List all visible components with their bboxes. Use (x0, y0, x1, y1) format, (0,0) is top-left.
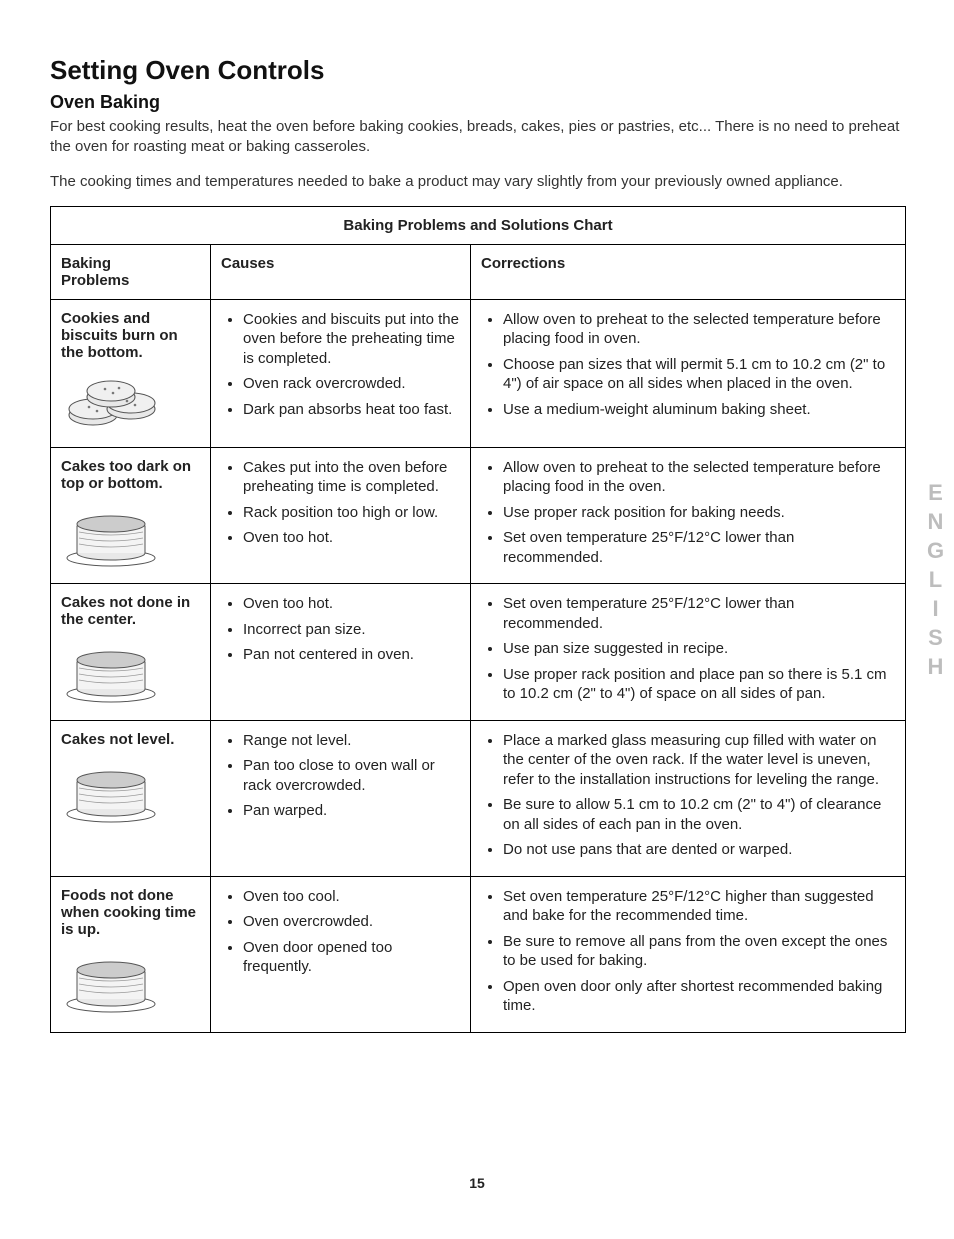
problem-label: Cookies and biscuits burn on the bottom. (61, 310, 200, 361)
list-item: Range not level. (243, 731, 460, 751)
list-item: Use a medium-weight aluminum baking shee… (503, 400, 895, 420)
causes-cell: Range not level. Pan too close to oven wa… (211, 720, 471, 876)
list-item: Rack position too high or low. (243, 503, 460, 523)
list-item: Use proper rack position for baking need… (503, 503, 895, 523)
table-row: Cakes too dark on top or bottom. Cakes pu… (51, 447, 906, 584)
list-item: Oven too cool. (243, 887, 460, 907)
corrections-cell: Allow oven to preheat to the selected te… (471, 447, 906, 584)
cookies-icon (61, 367, 171, 437)
cake-icon (61, 754, 161, 824)
problem-label: Cakes too dark on top or bottom. (61, 458, 200, 492)
list-item: Oven overcrowded. (243, 912, 460, 932)
corrections-cell: Place a marked glass measuring cup fille… (471, 720, 906, 876)
language-label: ENGLISH (922, 480, 948, 683)
list-item: Open oven door only after shortest recom… (503, 977, 895, 1016)
intro-paragraph-2: The cooking times and temperatures neede… (50, 172, 906, 192)
list-item: Allow oven to preheat to the selected te… (503, 458, 895, 497)
list-item: Set oven temperature 25°F/12°C higher th… (503, 887, 895, 926)
table-row: Foods not done when cooking time is up.O… (51, 876, 906, 1032)
table-row: Cookies and biscuits burn on the bottom.… (51, 299, 906, 447)
problem-label: Cakes not level. (61, 731, 200, 748)
col-header-causes: Causes (211, 244, 471, 299)
intro-paragraph-1: For best cooking results, heat the oven … (50, 117, 906, 158)
problem-cell: Cookies and biscuits burn on the bottom. (51, 299, 211, 447)
page-number: 15 (0, 1175, 954, 1191)
list-item: Be sure to remove all pans from the oven… (503, 932, 895, 971)
list-item: Allow oven to preheat to the selected te… (503, 310, 895, 349)
list-item: Oven too hot. (243, 594, 460, 614)
cake-icon (61, 634, 161, 704)
corrections-cell: Set oven temperature 25°F/12°C lower tha… (471, 584, 906, 721)
baking-chart: Baking Problems and Solutions Chart Baki… (50, 206, 906, 1033)
causes-cell: Oven too hot. Incorrect pan size. Pan not … (211, 584, 471, 721)
table-row: Cakes not level. Range not level. Pan too … (51, 720, 906, 876)
problem-cell: Cakes not level. (51, 720, 211, 876)
cake-icon (61, 498, 161, 568)
list-item: Choose pan sizes that will permit 5.1 cm… (503, 355, 895, 394)
problem-cell: Cakes too dark on top or bottom. (51, 447, 211, 584)
cake-icon (61, 944, 161, 1014)
list-item: Set oven temperature 25°F/12°C lower tha… (503, 594, 895, 633)
list-item: Set oven temperature 25°F/12°C lower tha… (503, 528, 895, 567)
list-item: Do not use pans that are dented or warpe… (503, 840, 895, 860)
list-item: Pan too close to oven wall or rack overc… (243, 756, 460, 795)
problem-cell: Foods not done when cooking time is up. (51, 876, 211, 1032)
list-item: Incorrect pan size. (243, 620, 460, 640)
list-item: Oven too hot. (243, 528, 460, 548)
col-header-problems: Baking Problems (51, 244, 211, 299)
list-item: Pan not centered in oven. (243, 645, 460, 665)
problem-label: Cakes not done in the center. (61, 594, 200, 628)
causes-cell: Oven too cool. Oven overcrowded. Oven door… (211, 876, 471, 1032)
table-row: Cakes not done in the center. Oven too ho… (51, 584, 906, 721)
corrections-cell: Allow oven to preheat to the selected te… (471, 299, 906, 447)
problem-cell: Cakes not done in the center. (51, 584, 211, 721)
causes-cell: Cakes put into the oven before preheatin… (211, 447, 471, 584)
list-item: Be sure to allow 5.1 cm to 10.2 cm (2" t… (503, 795, 895, 834)
page-title: Setting Oven Controls (50, 55, 906, 86)
causes-cell: Cookies and biscuits put into the oven b… (211, 299, 471, 447)
chart-title: Baking Problems and Solutions Chart (51, 206, 906, 244)
list-item: Pan warped. (243, 801, 460, 821)
list-item: Oven door opened too frequently. (243, 938, 460, 977)
list-item: Dark pan absorbs heat too fast. (243, 400, 460, 420)
list-item: Cakes put into the oven before preheatin… (243, 458, 460, 497)
corrections-cell: Set oven temperature 25°F/12°C higher th… (471, 876, 906, 1032)
col-header-corrections: Corrections (471, 244, 906, 299)
problem-label: Foods not done when cooking time is up. (61, 887, 200, 938)
list-item: Place a marked glass measuring cup fille… (503, 731, 895, 790)
section-subtitle: Oven Baking (50, 92, 906, 113)
list-item: Cookies and biscuits put into the oven b… (243, 310, 460, 369)
list-item: Use pan size suggested in recipe. (503, 639, 895, 659)
list-item: Use proper rack position and place pan s… (503, 665, 895, 704)
list-item: Oven rack overcrowded. (243, 374, 460, 394)
